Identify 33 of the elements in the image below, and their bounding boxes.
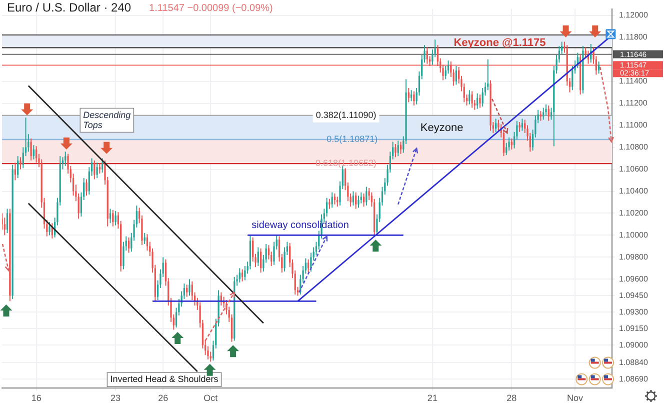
y-tick-label: 1.09150: [619, 324, 648, 333]
y-tick-label: 1.09800: [619, 252, 648, 262]
x-tick-label: 28: [506, 392, 517, 403]
y-tick-label: 1.10800: [619, 142, 648, 152]
annotation: 0.382(1.11090): [316, 110, 376, 120]
annotation: Keyzone @1.1175: [454, 36, 546, 49]
y-tick-label: 1.09300: [619, 307, 648, 316]
y-tick-label: 1.12000: [619, 10, 648, 20]
annotation: Descending Tops: [83, 110, 131, 130]
y-tick-label: 1.09000: [619, 340, 648, 350]
x-tick-label: 26: [158, 392, 168, 403]
chart-subtitle: 1.11547 −0.00099 (−0.09%): [149, 2, 273, 14]
y-tick-label: 1.09600: [619, 274, 648, 284]
x-tick-label: Oct: [204, 392, 218, 403]
y-tick-label: 1.10600: [619, 164, 648, 174]
y-tick-label: 1.11200: [619, 98, 648, 108]
y-tick-label: 1.11000: [619, 120, 648, 130]
annotation: 0.5(1.10871): [326, 134, 378, 144]
x-tick-label: Nov: [567, 392, 584, 403]
x-tick-label: 16: [31, 392, 42, 403]
chart-title: Euro / U.S. Dollar · 240: [7, 0, 132, 14]
y-tick-label: 1.11400: [619, 76, 648, 86]
y-tick-label: 1.09450: [619, 290, 648, 300]
annotation: Keyzone: [420, 122, 464, 134]
y-tick-label: 1.10400: [619, 186, 648, 196]
x-tick-label: 23: [110, 392, 121, 403]
annotation: Inverted Head & Shoulders: [110, 374, 219, 384]
y-tick-label: 1.10200: [619, 208, 648, 218]
y-tick-label: 1.08840: [619, 358, 648, 367]
y-tick-label: 1.10000: [619, 230, 648, 240]
x-tick-label: 21: [427, 392, 438, 403]
y-tick-label: 1.08690: [619, 374, 648, 384]
y-tick-label: 1.11800: [619, 32, 648, 42]
